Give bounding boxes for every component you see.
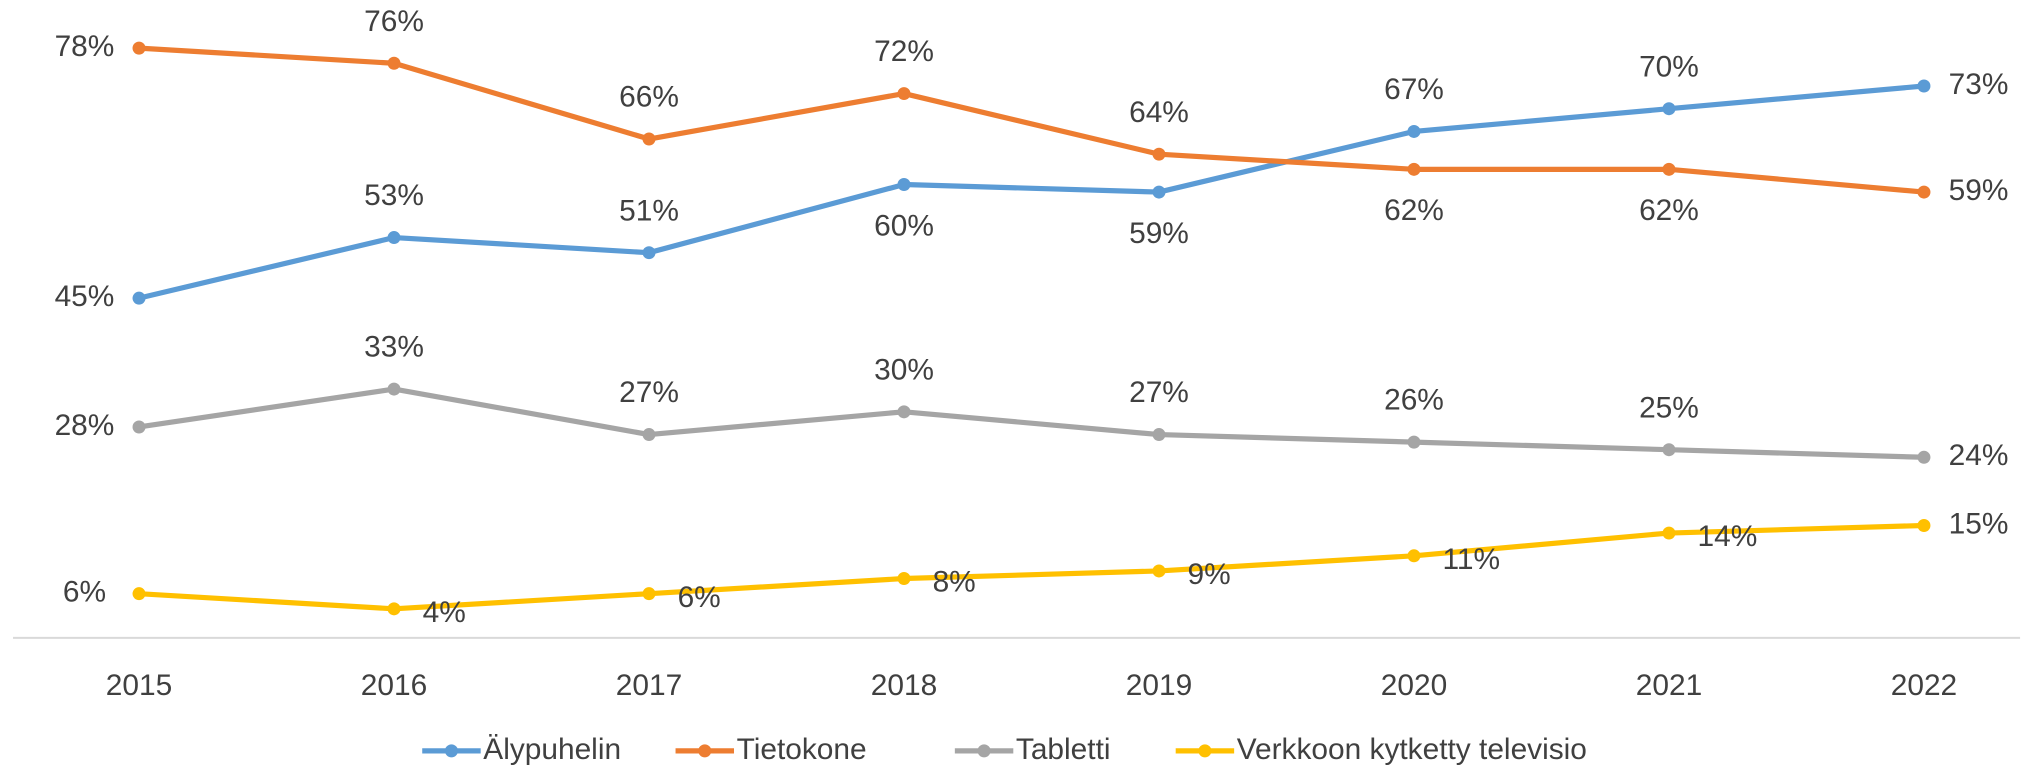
data-label: 25% <box>1639 391 1699 424</box>
data-label: 6% <box>63 576 106 609</box>
x-tick-label: 2018 <box>871 669 937 702</box>
data-point <box>387 56 401 70</box>
data-label: 72% <box>874 35 934 68</box>
data-label: 33% <box>364 331 424 364</box>
x-tick-label: 2015 <box>106 669 172 702</box>
x-tick-label: 2016 <box>361 669 427 702</box>
data-label: 8% <box>933 566 976 599</box>
data-point <box>642 428 656 442</box>
x-tick-label: 2020 <box>1381 669 1447 702</box>
data-label: 67% <box>1384 73 1444 106</box>
data-label: 27% <box>619 376 679 409</box>
legend-marker <box>977 744 991 758</box>
data-label: 78% <box>55 30 115 63</box>
data-label: 24% <box>1949 439 2009 472</box>
data-label: 28% <box>55 409 115 442</box>
data-point <box>132 291 146 305</box>
data-point <box>1662 443 1676 457</box>
data-point <box>1152 428 1166 442</box>
data-label: 53% <box>364 179 424 212</box>
data-point <box>897 405 911 419</box>
data-label: 59% <box>1129 217 1189 250</box>
series-line <box>138 45 1925 195</box>
data-label: 64% <box>1129 96 1189 129</box>
data-label: 66% <box>619 81 679 114</box>
series-line <box>138 83 1925 301</box>
data-label: 62% <box>1384 194 1444 227</box>
data-label: 59% <box>1949 174 2009 207</box>
data-point <box>1407 124 1421 138</box>
legend-marker <box>1198 744 1212 758</box>
data-point <box>1662 526 1676 540</box>
data-point <box>1152 147 1166 161</box>
data-point <box>1662 102 1676 116</box>
data-point <box>132 587 146 601</box>
data-point <box>1152 564 1166 578</box>
data-label: 51% <box>619 194 679 227</box>
series-line <box>138 386 1925 460</box>
data-point <box>1917 185 1931 199</box>
x-tick-label: 2022 <box>1891 669 1957 702</box>
data-label: 76% <box>364 5 424 38</box>
data-label: 62% <box>1639 194 1699 227</box>
data-point <box>387 382 401 396</box>
data-point <box>897 572 911 586</box>
data-point <box>1152 185 1166 199</box>
data-point <box>1407 435 1421 449</box>
data-point <box>387 602 401 616</box>
data-label: 6% <box>678 581 721 614</box>
data-label: 15% <box>1949 507 2009 540</box>
data-point <box>132 420 146 434</box>
x-tick-label: 2017 <box>616 669 682 702</box>
data-point <box>1407 549 1421 563</box>
x-tick-label: 2021 <box>1636 669 1702 702</box>
legend-label: Tietokone <box>737 733 867 766</box>
data-point <box>1917 518 1931 532</box>
data-point <box>642 246 656 260</box>
data-label: 27% <box>1129 376 1189 409</box>
data-label: 11% <box>1443 543 1501 576</box>
data-label: 14% <box>1698 520 1758 553</box>
data-point <box>1917 79 1931 93</box>
data-label: 9% <box>1188 558 1231 591</box>
legend-label: Älypuhelin <box>483 733 621 766</box>
data-point <box>1662 162 1676 176</box>
data-point <box>897 87 911 101</box>
data-point <box>387 231 401 245</box>
data-point <box>642 132 656 146</box>
data-label: 45% <box>55 280 115 313</box>
data-point <box>897 177 911 191</box>
data-point <box>642 587 656 601</box>
data-label: 26% <box>1384 384 1444 417</box>
data-label: 73% <box>1949 68 2009 101</box>
data-point <box>132 41 146 55</box>
data-label: 60% <box>874 209 934 242</box>
series-line <box>138 522 1925 612</box>
legend-label: Verkkoon kytketty televisio <box>1237 733 1587 766</box>
data-point <box>1917 450 1931 464</box>
legend-marker <box>444 744 458 758</box>
data-label: 30% <box>874 353 934 386</box>
x-tick-label: 2019 <box>1126 669 1192 702</box>
data-point <box>1407 162 1421 176</box>
data-label: 4% <box>423 596 466 629</box>
legend-label: Tabletti <box>1016 733 1111 766</box>
legend-marker <box>698 744 712 758</box>
data-label: 70% <box>1639 50 1699 83</box>
